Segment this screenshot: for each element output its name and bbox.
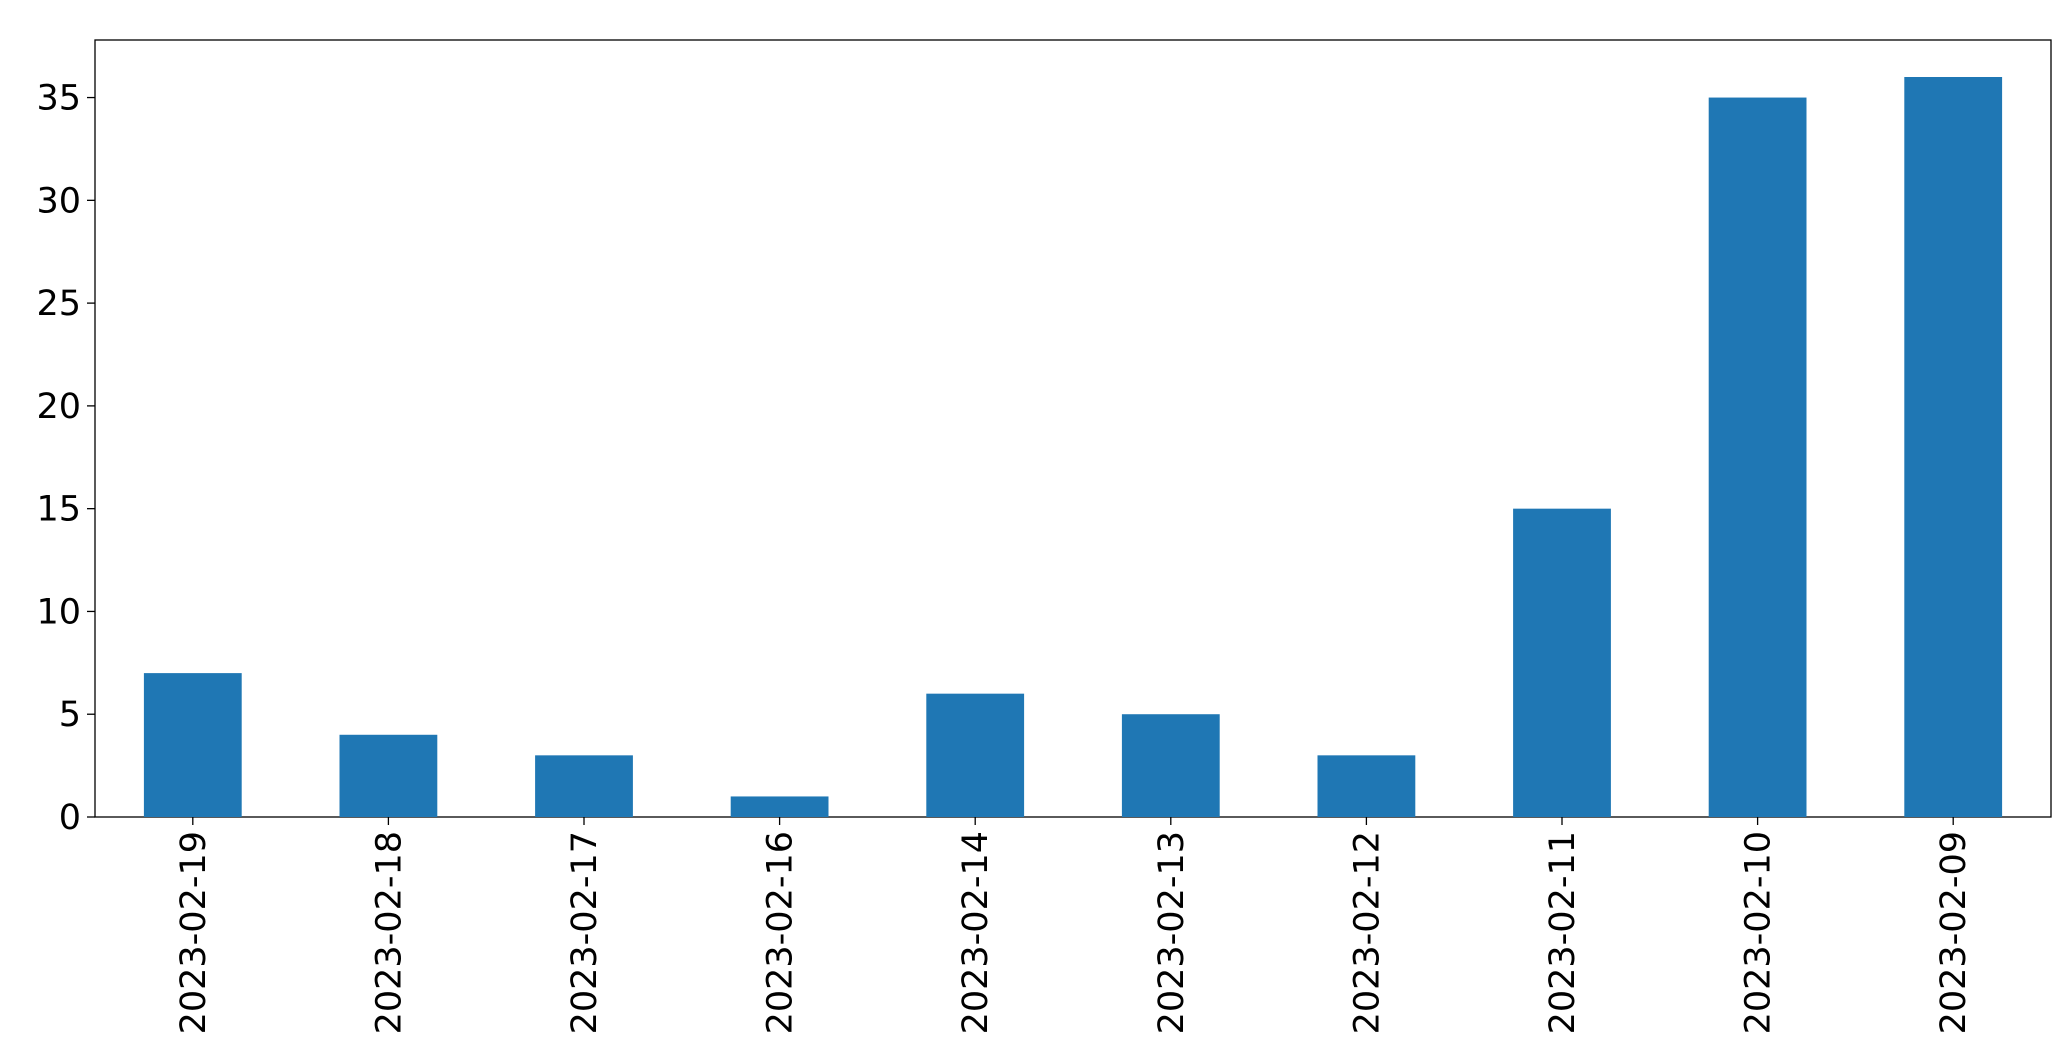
plot-frame	[94, 39, 2052, 818]
x-tick-label: 2023-02-10	[1739, 831, 1779, 1034]
bar	[1513, 508, 1611, 817]
x-tick-label: 2023-02-09	[1934, 831, 1974, 1034]
y-tick-label: 20	[36, 387, 81, 427]
bar	[339, 734, 438, 817]
x-tick-label: 2023-02-17	[565, 831, 605, 1034]
y-tick-label: 30	[36, 181, 81, 221]
x-tick-label: 2023-02-13	[1152, 831, 1192, 1034]
y-tick-label: 0	[59, 798, 81, 838]
y-tick-label: 5	[59, 695, 81, 735]
y-tick-label: 15	[36, 490, 81, 530]
x-tick-label: 2023-02-18	[369, 831, 409, 1034]
bar	[1904, 77, 2003, 817]
bar	[535, 755, 633, 817]
x-tick-label: 2023-02-16	[761, 831, 801, 1034]
x-tick-label: 2023-02-12	[1347, 831, 1387, 1034]
y-tick-label: 10	[36, 592, 81, 632]
bar	[1317, 755, 1416, 817]
bar	[143, 673, 242, 817]
x-tick-label: 2023-02-11	[1543, 831, 1583, 1034]
bar	[1121, 714, 1220, 817]
y-tick-label: 35	[36, 79, 81, 119]
x-tick-label: 2023-02-14	[956, 831, 996, 1034]
x-tick-label: 2023-02-19	[174, 831, 214, 1034]
bar	[730, 796, 829, 817]
bar	[926, 693, 1025, 817]
y-tick-label: 25	[36, 284, 81, 324]
bar	[1708, 97, 1807, 818]
